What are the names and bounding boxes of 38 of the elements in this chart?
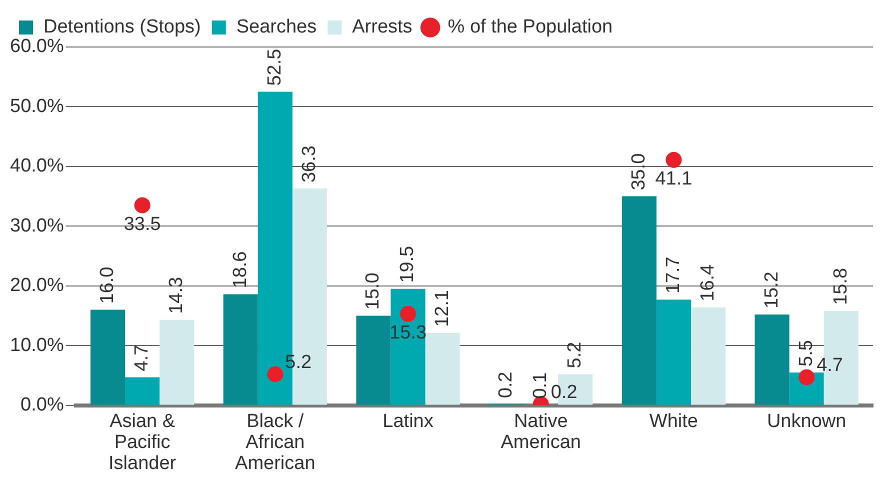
data-label: 5.2 xyxy=(564,342,586,368)
legend-label: % of the Population xyxy=(448,16,613,38)
data-label: 16.4 xyxy=(697,264,718,302)
data-label: 0.1 xyxy=(530,372,552,399)
y-tick-label: 20.0% xyxy=(10,275,64,296)
data-label: 14.3 xyxy=(166,276,188,314)
data-label: 52.5 xyxy=(264,48,286,86)
data-label: 0.2 xyxy=(550,382,578,403)
data-label: 35.0 xyxy=(628,153,650,190)
data-label: 4.7 xyxy=(132,344,153,372)
y-tick-label: 0.0% xyxy=(20,394,64,416)
data-label: 15.0 xyxy=(362,272,384,310)
x-tick-label: Black / African American xyxy=(235,410,316,474)
legend-label: Detentions (Stops) xyxy=(44,16,201,38)
y-tick-label: 30.0% xyxy=(10,215,64,236)
legend-label: Arrests xyxy=(352,16,412,38)
y-tick-label: 10.0% xyxy=(10,334,64,356)
y-tick-label: 40.0% xyxy=(10,156,64,177)
x-tick-label: Asian & Pacific Islander xyxy=(108,410,177,474)
y-tick-label: 50.0% xyxy=(10,96,64,117)
x-tick-label: Native American xyxy=(500,410,581,453)
data-label: 16.0 xyxy=(96,266,118,304)
data-label: 0.2 xyxy=(496,372,517,398)
data-label: 15.2 xyxy=(761,272,782,309)
data-label: 4.7 xyxy=(816,354,843,376)
legend-label: Searches xyxy=(236,16,317,38)
data-label: 5.5 xyxy=(796,340,817,366)
data-label: 12.1 xyxy=(432,290,453,328)
data-label: 18.6 xyxy=(230,251,251,288)
x-tick-label: Unknown xyxy=(766,410,846,432)
data-label: 41.1 xyxy=(655,168,692,190)
data-label: 19.5 xyxy=(397,246,418,283)
x-tick-label: White xyxy=(649,410,698,432)
data-label: 17.7 xyxy=(662,256,684,294)
data-label: 36.3 xyxy=(298,146,320,183)
x-tick-label: Latinx xyxy=(382,410,434,432)
y-tick-label: 60.0% xyxy=(10,36,64,58)
data-label: 15.8 xyxy=(830,268,852,305)
